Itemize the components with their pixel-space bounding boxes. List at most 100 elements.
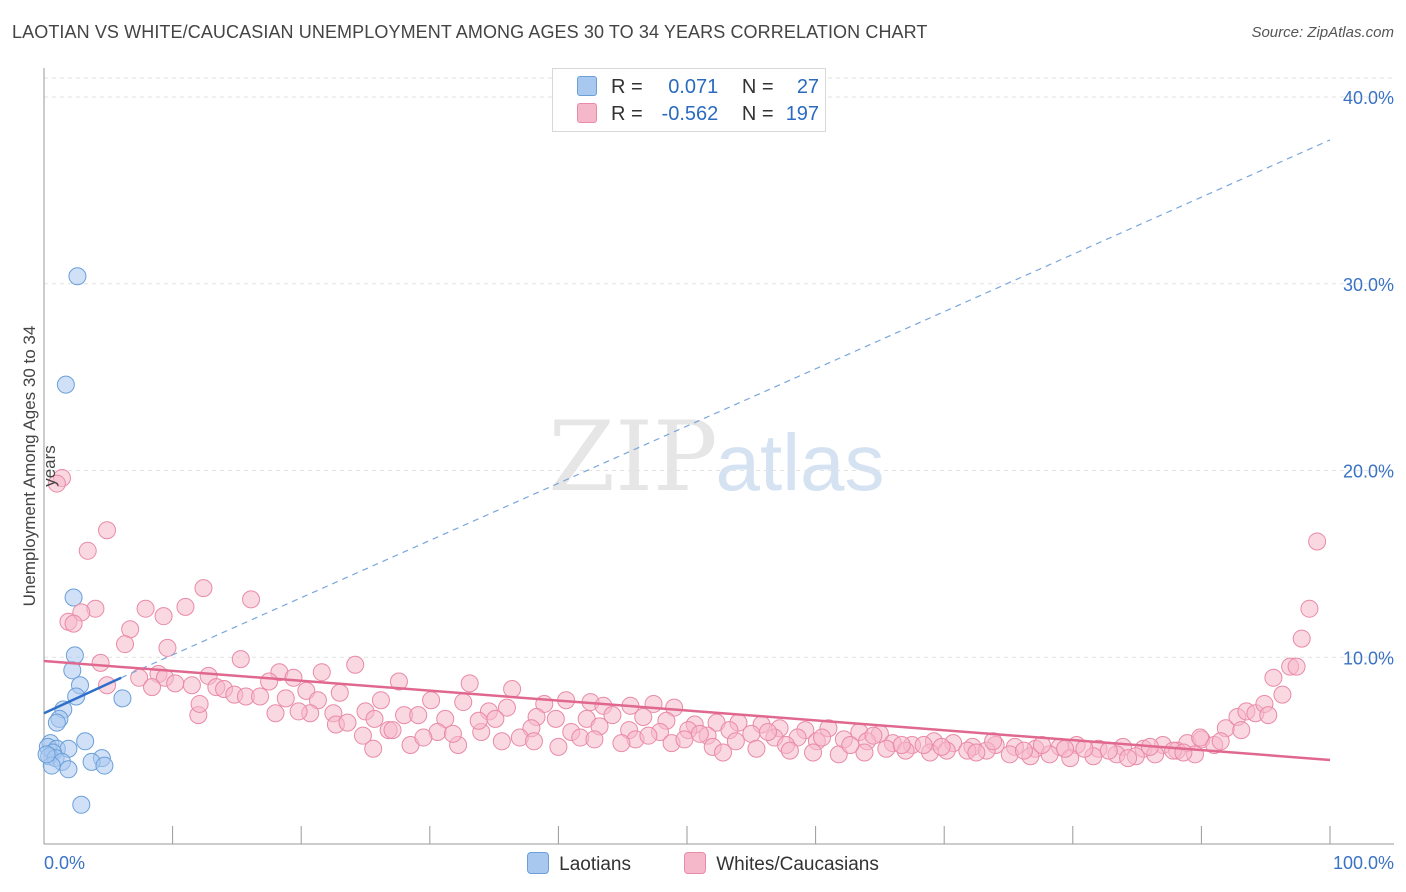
white-point <box>492 732 511 751</box>
white-point <box>892 736 911 755</box>
y-tick-label: 10.0% <box>1343 648 1394 668</box>
legend-item-whites: Whites/Caucasians <box>684 852 879 876</box>
white-point <box>194 579 213 598</box>
white-point <box>1264 668 1283 687</box>
laotian-point <box>63 661 82 680</box>
legend-label-laotians: Laotians <box>559 854 631 875</box>
white-point <box>276 689 295 708</box>
laotian-point <box>56 375 75 394</box>
laotian-point <box>64 588 83 607</box>
laotian-point <box>72 795 91 814</box>
legend-swatch-laotians <box>577 76 597 96</box>
white-point <box>524 732 543 751</box>
white-point <box>383 721 402 740</box>
white-point <box>759 722 778 741</box>
white-point <box>1075 739 1094 758</box>
laotian-point <box>68 267 87 286</box>
laotian-trend-line <box>43 676 122 715</box>
white-point <box>91 653 110 672</box>
y-tick-label: 40.0% <box>1343 88 1394 108</box>
white-point <box>190 694 209 713</box>
laotian-point <box>65 646 84 665</box>
white-point <box>98 521 117 540</box>
white-point <box>371 691 390 710</box>
white-point <box>1014 741 1033 760</box>
white-point <box>1174 743 1193 762</box>
white-point <box>1211 732 1230 751</box>
white-point <box>460 674 479 693</box>
white-point <box>266 704 285 723</box>
white-point <box>549 737 568 756</box>
white-point <box>1259 706 1278 725</box>
white-point <box>1032 736 1051 755</box>
white-point <box>182 676 201 695</box>
white-point <box>116 635 135 654</box>
white-point <box>967 743 986 762</box>
laotian-point <box>59 760 78 779</box>
white-point <box>877 739 896 758</box>
legend-n-label: N = <box>741 103 774 125</box>
white-point <box>158 638 177 657</box>
white-point <box>914 736 933 755</box>
white-point <box>121 620 140 639</box>
legend-swatch-whites <box>684 852 707 874</box>
white-point <box>1191 728 1210 747</box>
white-point <box>1300 599 1319 618</box>
legend-n-value: 27 <box>796 76 820 98</box>
white-point <box>330 683 349 702</box>
y-tick-label: 20.0% <box>1343 462 1394 482</box>
legend-swatch-whites <box>577 103 597 123</box>
source-label: Source: ZipAtlas.com <box>1251 24 1394 41</box>
x-tick-label: 0.0% <box>44 853 85 873</box>
white-point <box>389 672 408 691</box>
white-point <box>353 726 372 745</box>
laotian-trend-dashed <box>120 139 1331 679</box>
white-point <box>1119 749 1138 768</box>
white-point <box>612 734 631 753</box>
white-point <box>780 741 799 760</box>
white-point <box>1056 739 1075 758</box>
white-point <box>242 590 261 609</box>
white-point <box>634 708 653 727</box>
legend-n-value: 197 <box>785 103 820 125</box>
white-point <box>338 713 357 732</box>
white-point <box>486 709 505 728</box>
legend-label-whites: Whites/Caucasians <box>716 854 879 875</box>
white-point <box>414 728 433 747</box>
y-tick-label: 30.0% <box>1343 275 1394 295</box>
white-point <box>78 541 97 560</box>
white-point <box>841 736 860 755</box>
white-point <box>675 730 694 749</box>
white-point <box>454 693 473 712</box>
legend-r-value: -0.562 <box>661 103 719 125</box>
white-point <box>864 726 883 745</box>
white-point <box>312 663 331 682</box>
white-point <box>503 679 522 698</box>
watermark-zip: ZIP <box>548 401 717 513</box>
white-point <box>747 739 766 758</box>
legend-item-laotians: Laotians <box>527 852 631 876</box>
white-point <box>1308 532 1327 551</box>
white-point <box>143 678 162 697</box>
white-point <box>714 743 733 762</box>
white-point <box>690 724 709 743</box>
white-trend-line <box>43 659 1331 762</box>
laotian-point <box>95 756 114 775</box>
white-point <box>365 709 384 728</box>
white-point <box>603 706 622 725</box>
white-point <box>409 706 428 725</box>
y-axis-label: Unemployment Among Ages 30 to 34 years <box>20 325 59 607</box>
legend-swatch-laotians <box>527 852 550 874</box>
white-point <box>443 724 462 743</box>
laotian-point <box>37 745 56 764</box>
white-point <box>1287 657 1306 676</box>
legend-r-label: R = <box>611 76 643 98</box>
white-point <box>1232 721 1251 740</box>
white-point <box>346 655 365 674</box>
laotian-point <box>47 713 66 732</box>
white-point <box>231 650 250 669</box>
watermark-atlas: atlas <box>716 418 885 507</box>
white-point <box>260 672 279 691</box>
white-point <box>289 702 308 721</box>
